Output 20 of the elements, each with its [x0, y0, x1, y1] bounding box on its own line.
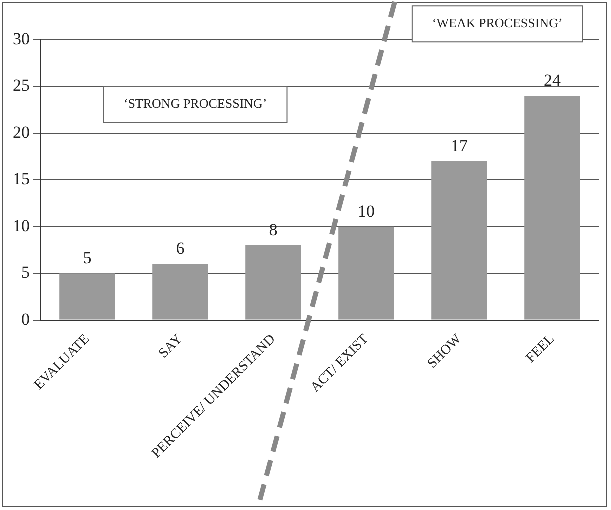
y-tick-label: 25: [13, 76, 30, 96]
annotation: ‘STRONG PROCESSING’: [124, 96, 268, 112]
data-label: 17: [451, 136, 468, 156]
data-label: 24: [544, 71, 562, 90]
data-label: 10: [358, 202, 375, 221]
bar: [152, 264, 208, 320]
y-tick-label: 5: [22, 263, 30, 282]
data-label: 5: [83, 248, 92, 268]
text: ‘WEAK PROCESSING’: [432, 16, 563, 31]
y-tick-label: 0: [22, 310, 30, 329]
data-label: 6: [176, 239, 185, 258]
bar: [60, 274, 116, 320]
bar: [338, 226, 394, 320]
y-tick-label: 10: [13, 216, 30, 236]
y-tick-label: 30: [13, 29, 30, 48]
bar: [432, 161, 488, 320]
bar: [524, 96, 580, 320]
y-tick-label: 20: [13, 122, 30, 142]
bar: [246, 246, 302, 320]
y-tick-label: 15: [13, 170, 30, 189]
